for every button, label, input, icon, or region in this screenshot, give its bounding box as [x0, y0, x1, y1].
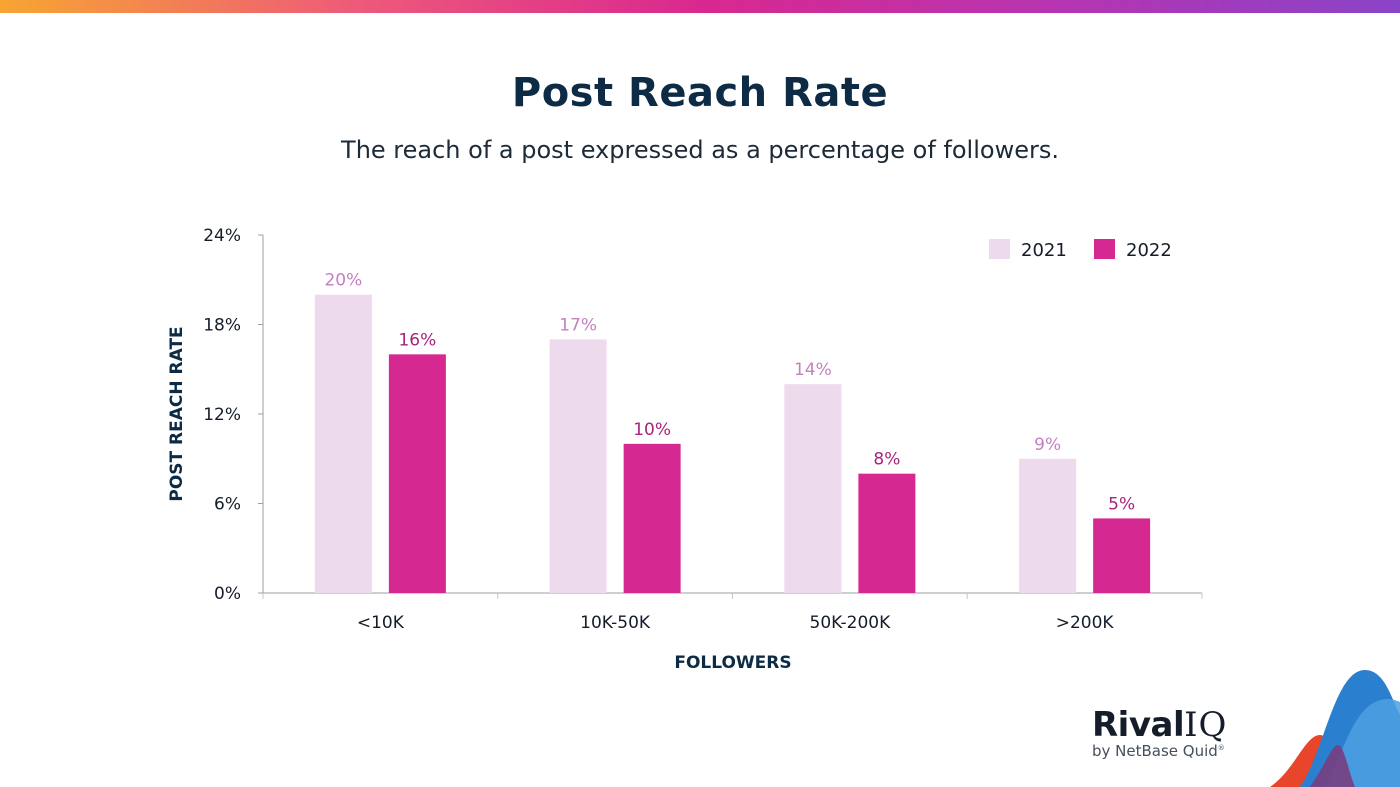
logo-subtitle: by NetBase Quid — [1092, 742, 1218, 760]
data-label-2021: 20% — [324, 271, 362, 291]
bar-2021 — [549, 339, 607, 593]
top-gradient-bar — [0, 0, 1400, 13]
bar-2022 — [1093, 518, 1151, 593]
y-tick-label: 18% — [203, 316, 241, 336]
legend-swatch-2021 — [989, 239, 1010, 259]
bar-2021 — [1019, 458, 1077, 593]
y-tick-label: 6% — [214, 495, 241, 515]
x-tick-label: <10K — [357, 613, 405, 633]
y-axis-title: POST REACH RATE — [167, 326, 187, 501]
y-tick-label: 0% — [214, 584, 241, 604]
logo-word: Rival — [1092, 705, 1185, 745]
data-label-2022: 8% — [873, 450, 900, 470]
chart-title: Post Reach Rate — [511, 70, 889, 116]
bar-2021 — [314, 294, 372, 593]
chart-subtitle: The reach of a post expressed as a perce… — [341, 136, 1059, 164]
brand-wave-graphic — [1270, 670, 1400, 787]
data-label-2022: 5% — [1108, 494, 1135, 514]
legend-swatch-2022 — [1094, 239, 1115, 259]
bar-2022 — [858, 473, 916, 593]
data-label-2021: 14% — [794, 360, 832, 380]
legend-label-2021: 2021 — [1021, 240, 1067, 261]
data-label-2021: 9% — [1034, 435, 1061, 455]
y-tick-label: 12% — [203, 405, 241, 425]
x-tick-label: 50K-200K — [810, 613, 892, 633]
data-label-2022: 10% — [633, 420, 671, 440]
legend-label-2022: 2022 — [1126, 240, 1172, 261]
registered-mark: ® — [1217, 744, 1225, 752]
y-tick-label: 24% — [203, 226, 241, 246]
x-axis-title: FOLLOWERS — [674, 653, 791, 673]
logo-iq: IQ — [1184, 705, 1228, 745]
bar-2022 — [623, 443, 681, 593]
rival-iq-logo: RivalIQ by NetBase Quid® — [1092, 706, 1227, 760]
bar-2022 — [388, 354, 446, 593]
data-label-2022: 16% — [398, 330, 436, 350]
bar-2021 — [784, 384, 842, 593]
data-label-2021: 17% — [559, 315, 597, 335]
x-tick-label: 10K-50K — [580, 613, 651, 633]
x-tick-label: >200K — [1056, 613, 1115, 633]
